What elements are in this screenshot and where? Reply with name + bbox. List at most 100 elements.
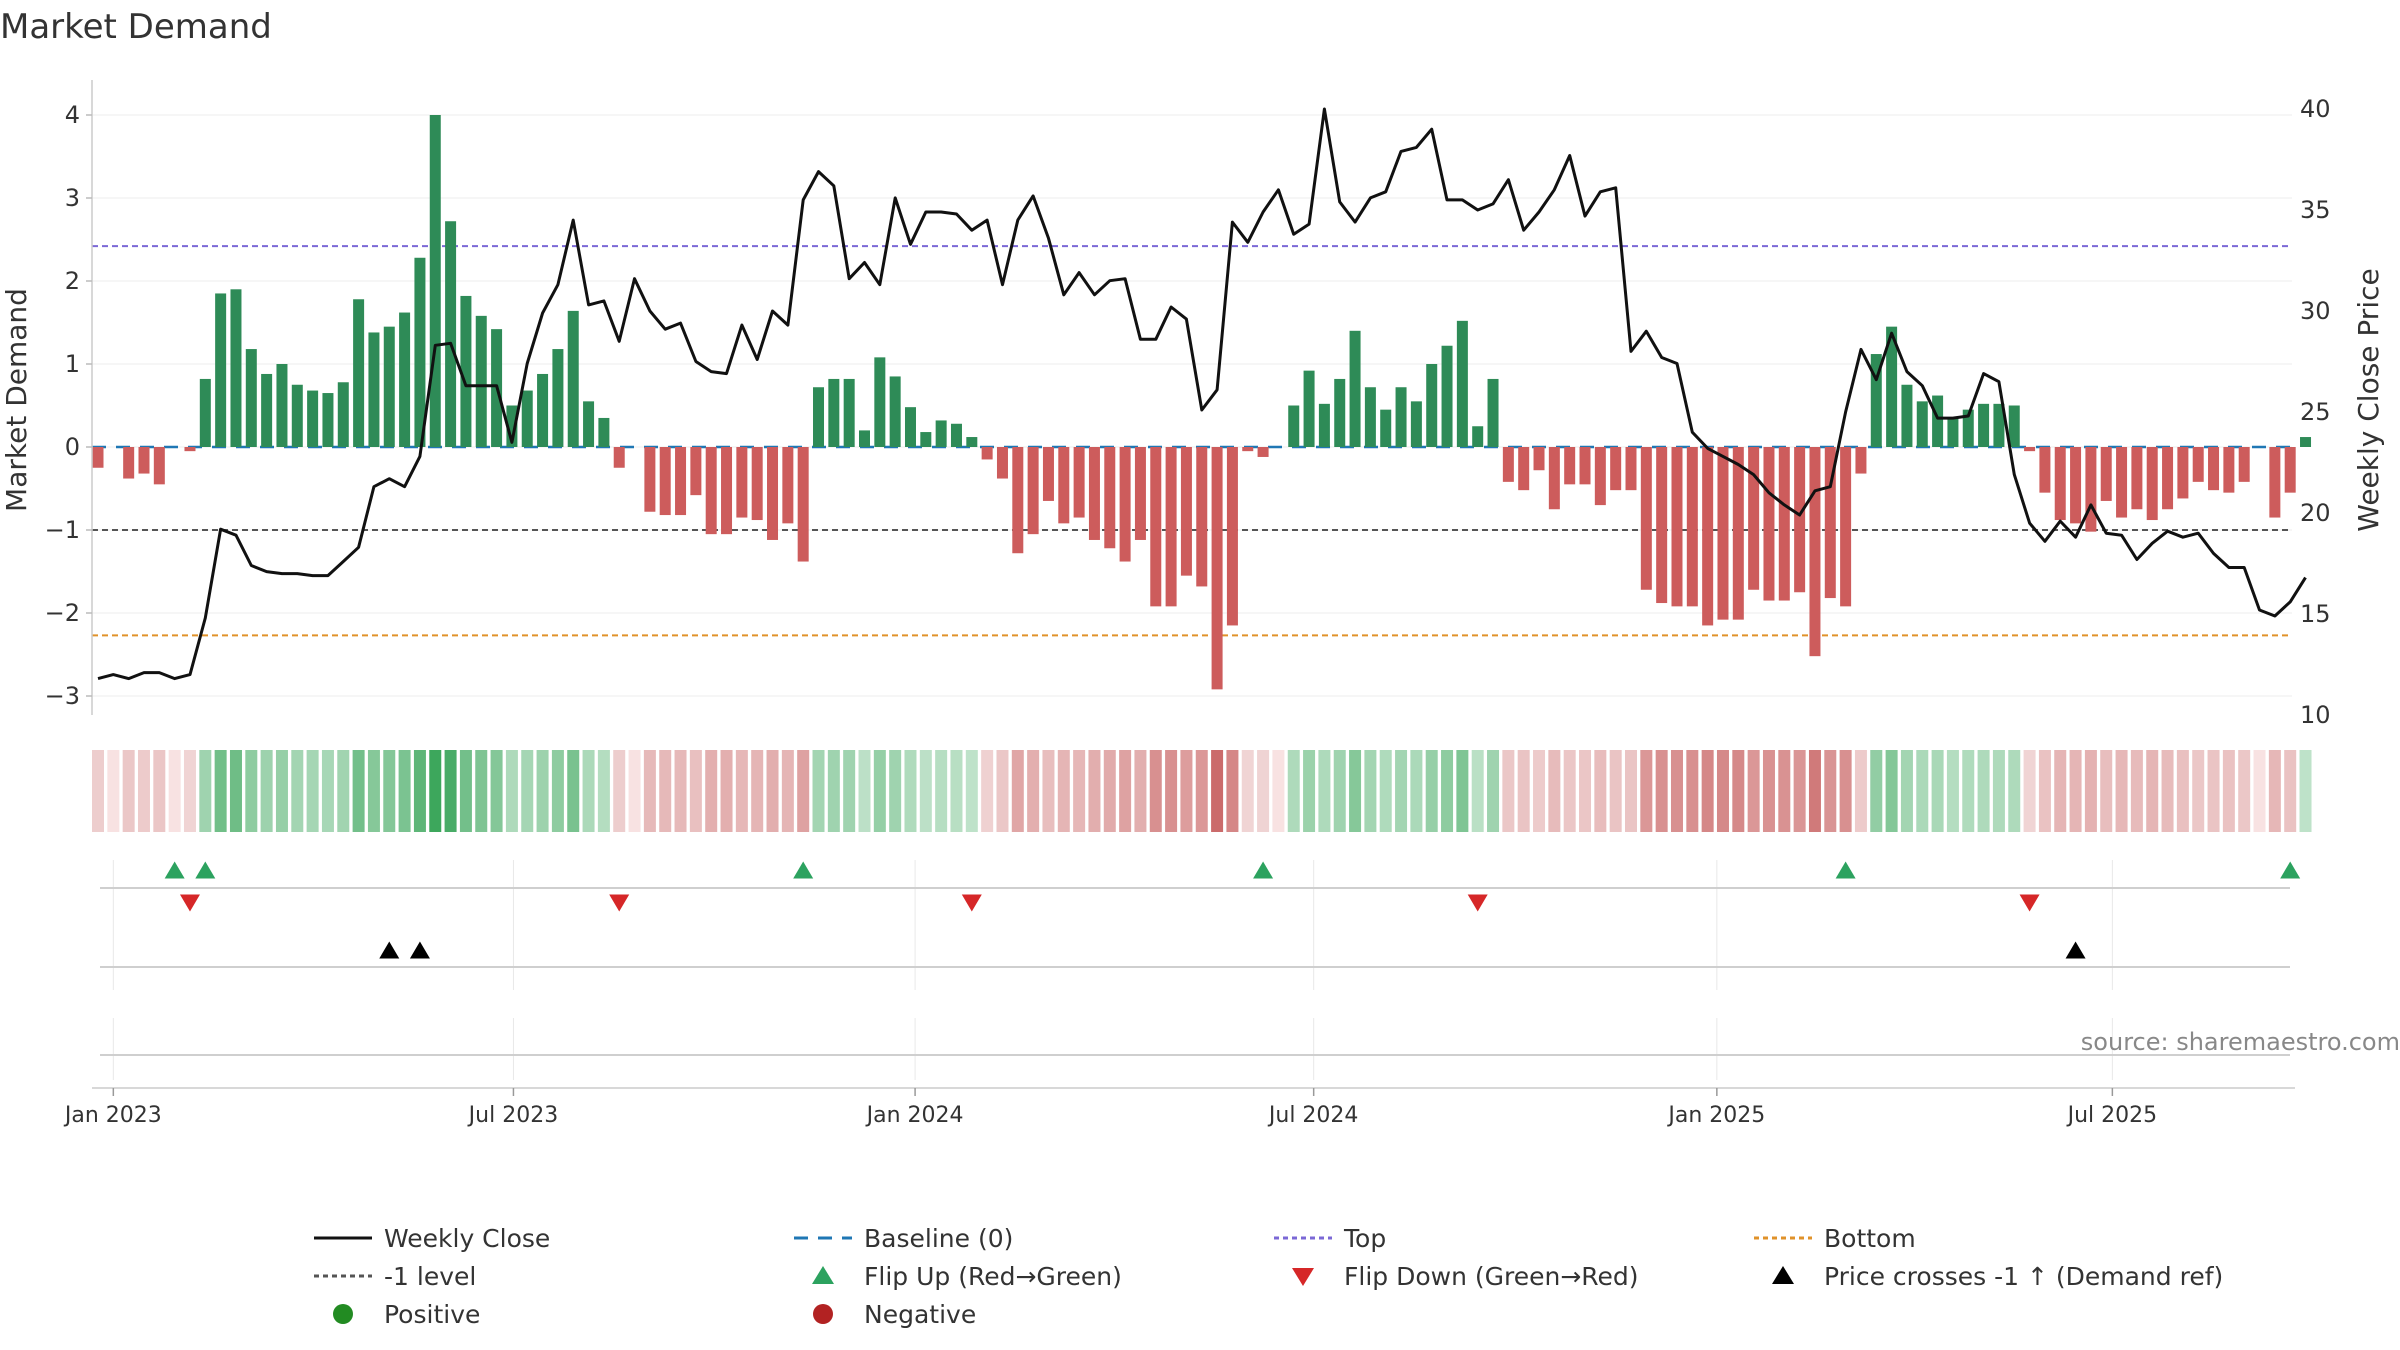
heat-strip-cell: [1441, 750, 1454, 832]
heat-strip-cell: [2146, 750, 2159, 832]
right-tick-label: 15: [2300, 600, 2331, 628]
left-tick-label: 1: [65, 350, 80, 378]
heat-strip-cell: [1594, 750, 1607, 832]
heat-strip-cell: [521, 750, 534, 832]
heat-strip-cell: [2115, 750, 2128, 832]
heat-strip-cell: [1425, 750, 1438, 832]
heat-strip-cell: [168, 750, 181, 832]
left-tick-label: 4: [65, 101, 80, 129]
legend-swatch-triangle-up: [1772, 1266, 1794, 1284]
negative-demand-bar: [2024, 447, 2036, 452]
positive-demand-bar: [399, 312, 411, 447]
negative-demand-bar: [2162, 447, 2174, 510]
positive-demand-bar: [874, 357, 886, 447]
heat-strip-cell: [2161, 750, 2174, 832]
heat-strip-cell: [935, 750, 948, 832]
negative-demand-bar: [1625, 447, 1637, 491]
heat-strip-cell: [1410, 750, 1423, 832]
legend-label: Weekly Close: [384, 1224, 550, 1253]
legend: Weekly Close Baseline (0) Top Bottom -1 leve…: [314, 1224, 2223, 1329]
positive-demand-bar: [475, 315, 487, 447]
heat-strip-cell: [429, 750, 442, 832]
weekly-close-polyline: [97, 107, 2307, 681]
heat-strip-cell: [1149, 750, 1162, 832]
heat-strip-cell: [1716, 750, 1729, 832]
heat-strip-cell: [996, 750, 1009, 832]
heat-strip-cell: [597, 750, 610, 832]
heat-strip-cell: [919, 750, 932, 832]
heat-strip-cell: [1977, 750, 1990, 832]
positive-demand-bar: [1932, 395, 1944, 447]
heat-strip-cell: [981, 750, 994, 832]
positive-demand-bar: [1886, 326, 1898, 447]
flip-up-marker: [793, 861, 814, 879]
negative-demand-bar: [153, 447, 165, 485]
positive-demand-bar: [843, 378, 855, 447]
positive-demand-bar: [935, 420, 947, 447]
legend-item: -1 level: [314, 1262, 476, 1291]
price-cross-marker: [379, 941, 400, 959]
positive-demand-bar: [1947, 417, 1959, 447]
positive-demand-bar: [567, 310, 579, 447]
negative-demand-bar: [2238, 447, 2250, 482]
negative-demand-bar: [675, 447, 687, 516]
negative-demand-bar: [1763, 447, 1775, 601]
legend-item: Negative: [813, 1300, 976, 1329]
x-tick-label: Jan 2025: [1666, 1103, 1765, 1128]
heat-strip-cell: [1088, 750, 1101, 832]
positive-demand-bar: [2300, 437, 2312, 447]
heat-strip-cell: [505, 750, 518, 832]
heat-strip-cell: [766, 750, 779, 832]
heat-strip-cell: [1057, 750, 1070, 832]
legend-label: Baseline (0): [864, 1224, 1013, 1253]
positive-demand-bar: [368, 332, 380, 447]
right-tick-label: 40: [2300, 95, 2331, 123]
positive-demand-bar: [950, 423, 962, 447]
heat-strip-cell: [797, 750, 810, 832]
left-axis-label: Market Demand: [0, 288, 33, 512]
positive-demand-bar: [583, 401, 595, 447]
positive-demand-bar: [215, 293, 227, 447]
heat-strip-cell: [613, 750, 626, 832]
negative-demand-bar: [1594, 447, 1606, 506]
negative-demand-bar: [1840, 447, 1852, 607]
heat-strip-cell: [2207, 750, 2220, 832]
negative-demand-bar: [721, 447, 733, 535]
negative-demand-bar: [2070, 447, 2082, 524]
heat-strip-cell: [751, 750, 764, 832]
heat-strip-cell: [2023, 750, 2036, 832]
heat-strip-cell: [1655, 750, 1668, 832]
positive-demand-bar: [1978, 403, 1990, 447]
heat-strip-cell: [229, 750, 242, 832]
right-tick-label: 30: [2300, 297, 2331, 325]
heat-strip-cell: [1517, 750, 1530, 832]
positive-demand-bar: [460, 295, 472, 447]
positive-demand-bar: [230, 289, 242, 447]
negative-demand-bar: [1640, 447, 1652, 590]
legend-item: Flip Down (Green→Red): [1292, 1262, 1639, 1291]
positive-demand-bar: [353, 299, 365, 447]
heat-strip-cell: [459, 750, 472, 832]
legend-label: Flip Up (Red→Green): [864, 1262, 1122, 1291]
heat-strip-cell: [1502, 750, 1515, 832]
positive-demand-bar: [1303, 370, 1315, 447]
positive-demand-bar: [276, 364, 288, 447]
heat-strip-cell: [628, 750, 641, 832]
positive-demand-bar: [245, 349, 257, 447]
positive-demand-bar: [1487, 378, 1499, 447]
heat-strip-cell: [1870, 750, 1883, 832]
heat-strip-cell: [858, 750, 871, 832]
heat-strip-cell: [1395, 750, 1408, 832]
negative-demand-bar: [1794, 447, 1806, 593]
heat-strip-cell: [153, 750, 166, 832]
heat-strip-cell: [199, 750, 212, 832]
heat-strip-cell: [2069, 750, 2082, 832]
flip-down-marker: [1467, 894, 1488, 912]
negative-demand-bar: [1824, 447, 1836, 599]
positive-demand-bar: [337, 382, 349, 447]
heat-strip-cell: [536, 750, 549, 832]
right-tick-label: 35: [2300, 196, 2331, 224]
heat-strip-cell: [1916, 750, 1929, 832]
heat-strip-cell: [1226, 750, 1239, 832]
